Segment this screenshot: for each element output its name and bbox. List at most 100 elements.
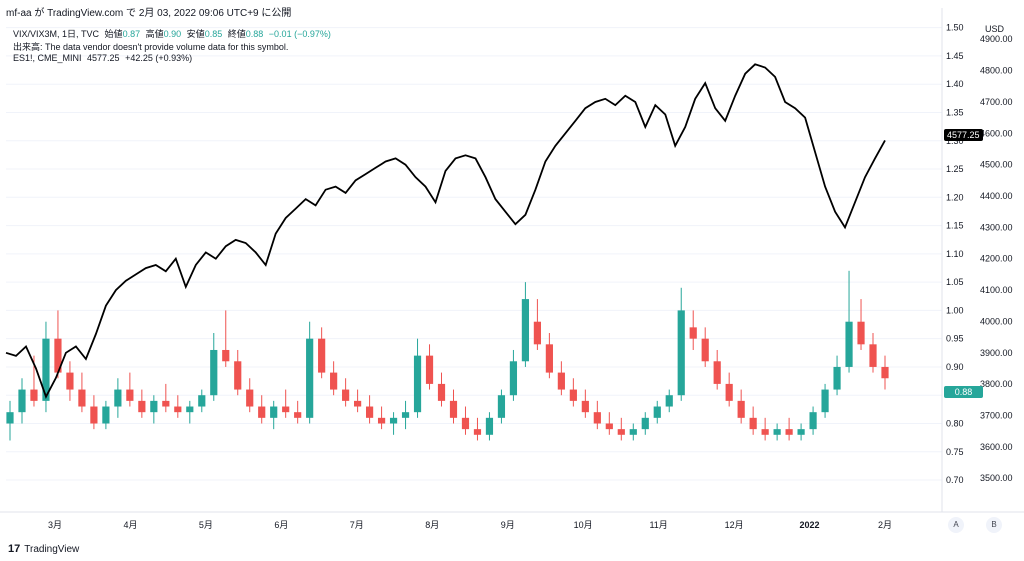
- left-scale-tick: 0.70: [946, 475, 964, 485]
- vix-candle: [545, 333, 553, 379]
- left-scale-tick: 0.90: [946, 362, 964, 372]
- candle-body: [545, 344, 553, 373]
- brand-name: TradingView: [24, 543, 80, 555]
- candle-body: [377, 417, 386, 424]
- left-scale-tick: 0.95: [946, 334, 964, 344]
- vix-candle: [677, 287, 685, 401]
- close-value: 0.88: [245, 29, 264, 39]
- candle-body: [342, 389, 350, 401]
- candle-body: [809, 412, 817, 430]
- candle-body: [174, 406, 182, 413]
- vix-symbol: VIX/VIX3M, 1日, TVC: [13, 29, 100, 39]
- left-scale-tick: 0.75: [946, 447, 964, 457]
- vix-candle: [809, 406, 817, 435]
- candle-body: [365, 406, 374, 418]
- candle-body: [581, 400, 589, 413]
- vix-candle: [485, 412, 494, 441]
- candle-body: [881, 366, 889, 379]
- vix-candle: [401, 400, 410, 430]
- vix-candle: [509, 349, 518, 401]
- candle-body: [330, 372, 338, 390]
- vix-candle: [569, 378, 577, 407]
- open-value: 0.87: [122, 29, 141, 39]
- vix-candle: [222, 310, 230, 367]
- legend-es[interactable]: ES1!, CME_MINI 4577.25 +42.25 (+0.93%): [13, 53, 195, 63]
- left-scale-tick: 1.20: [946, 192, 964, 202]
- candle-body: [557, 372, 565, 390]
- candle-body: [162, 400, 170, 407]
- left-scale-tick: 1.05: [946, 277, 964, 287]
- candle-body: [665, 395, 673, 407]
- time-tick: 6月: [274, 520, 288, 530]
- vix-candle: [461, 406, 470, 435]
- time-tick: 9月: [501, 520, 515, 530]
- vix-candle: [138, 389, 146, 418]
- vix-candle: [126, 372, 134, 407]
- candle-body: [869, 344, 877, 367]
- scale-b-button[interactable]: B: [986, 517, 1002, 533]
- vix-candle: [785, 417, 793, 441]
- vix-candle: [773, 423, 781, 441]
- candle-body: [845, 321, 853, 367]
- candle-body: [449, 400, 458, 418]
- es-price-tag: 4577.25: [944, 129, 983, 141]
- candle-body: [857, 321, 865, 345]
- candle-body: [18, 389, 26, 413]
- candle-body: [270, 406, 278, 418]
- candle-body: [114, 389, 122, 407]
- candle-body: [126, 389, 134, 401]
- candle-body: [497, 395, 506, 418]
- vix-candle: [234, 349, 242, 396]
- time-tick: 2月: [878, 520, 892, 530]
- candle-body: [725, 383, 733, 401]
- vix-candle: [665, 389, 673, 413]
- vix-candle: [857, 299, 865, 350]
- right-scale-tick: 3800.00: [980, 379, 1013, 389]
- legend-vix[interactable]: VIX/VIX3M, 1日, TVC 始値0.87 高値0.90 安値0.85 …: [13, 27, 334, 40]
- candle-body: [66, 372, 74, 390]
- candle-body: [653, 406, 661, 418]
- candle-body: [701, 338, 709, 362]
- vix-candle: [282, 389, 290, 418]
- vix-candle: [593, 400, 601, 430]
- vix-candle: [833, 355, 841, 396]
- vix-candle: [497, 389, 506, 424]
- right-scale-tick: 4900.00: [980, 34, 1013, 44]
- vix-candle: [749, 406, 757, 435]
- vix-candle: [869, 333, 877, 373]
- candle-body: [413, 355, 422, 413]
- candle-body: [713, 361, 721, 384]
- volume-note: 出来高: The data vendor doesn't provide vol…: [13, 42, 289, 52]
- right-scale-tick: 4100.00: [980, 285, 1013, 295]
- right-scale-tick: 4600.00: [980, 128, 1013, 138]
- candle-body: [294, 412, 302, 418]
- currency-unit[interactable]: USD: [985, 24, 1005, 34]
- vix-candle: [713, 349, 721, 390]
- vix-candle: [533, 299, 541, 350]
- es-line-series: [5, 63, 886, 399]
- footer-brand[interactable]: 17 TradingView: [8, 543, 79, 555]
- vix-candle: [425, 344, 434, 390]
- candle-body: [509, 361, 518, 396]
- vix-candle: [102, 400, 110, 430]
- vix-candle: [210, 333, 218, 401]
- candle-body: [30, 389, 38, 401]
- candle-body: [473, 429, 482, 435]
- right-scale-tick: 4700.00: [980, 97, 1013, 107]
- candle-body: [761, 429, 769, 435]
- candle-body: [258, 406, 266, 418]
- candle-body: [138, 400, 146, 413]
- time-tick: 2022: [800, 520, 820, 530]
- candle-body: [90, 406, 98, 424]
- vix-candle: [881, 355, 889, 390]
- candle-body: [797, 429, 805, 435]
- time-tick: 12月: [725, 520, 744, 530]
- left-scale-tick: 1.35: [946, 107, 964, 117]
- vix-candle: [653, 400, 661, 424]
- right-price-scale: 4900.00 4800.00 4700.00 4600.00 4500.00 4400.…: [980, 34, 1013, 483]
- candle-body: [210, 349, 218, 396]
- vix-candle: [449, 389, 458, 424]
- vix-candle: [797, 423, 805, 441]
- auto-scale-button[interactable]: A: [948, 517, 964, 533]
